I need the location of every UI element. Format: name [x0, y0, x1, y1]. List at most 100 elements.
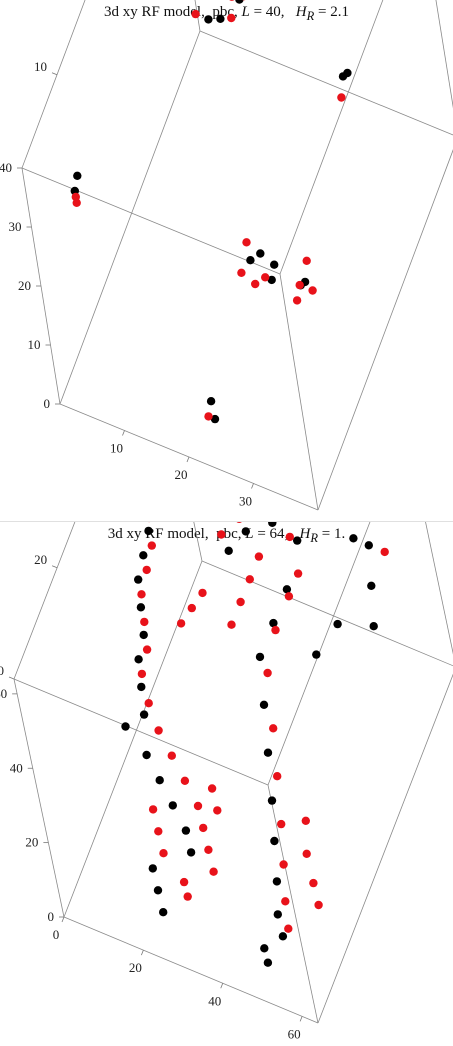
box-edge-9	[425, 522, 453, 655]
data-point-red	[229, 0, 235, 1]
z-tick-label: 60	[0, 686, 7, 701]
data-point-black	[270, 260, 279, 269]
data-point-red	[308, 286, 317, 295]
data-point-black	[260, 944, 269, 953]
data-point-red	[236, 597, 245, 607]
data-point-red	[207, 784, 217, 793]
x-tick-label: 10	[110, 441, 123, 456]
title-l-value: = 40,	[249, 4, 296, 20]
data-point-red	[263, 668, 272, 678]
title-h-sub: R	[310, 531, 319, 545]
data-point-red	[237, 268, 246, 277]
data-point-black	[134, 575, 143, 584]
data-point-red	[301, 816, 310, 825]
data-point-red	[179, 877, 189, 887]
data-point-red	[154, 827, 163, 836]
data-point-red	[242, 238, 251, 247]
data-point-black	[186, 848, 196, 857]
data-point-black	[256, 249, 265, 258]
data-point-red	[302, 256, 311, 265]
data-point-black	[293, 536, 302, 545]
data-point-red	[191, 9, 200, 19]
data-point-black	[136, 603, 146, 612]
data-point-black	[367, 581, 376, 590]
data-point-red	[142, 565, 151, 575]
box-edge-3	[317, 149, 453, 511]
title-h-value: = 2.1	[314, 4, 349, 20]
scatter3d-chart-2: 020406002040600204060	[0, 522, 453, 1041]
data-point-black	[369, 622, 378, 631]
data-point-red	[227, 13, 236, 23]
data-point-black	[155, 776, 164, 785]
data-point-black	[268, 522, 277, 527]
data-point-red	[380, 547, 389, 557]
box-edge-2	[13, 678, 65, 918]
plot-panel-1: 3d xy RF model, pbc, L = 40, HR = 2.1 10…	[0, 0, 453, 522]
data-point-black	[139, 630, 148, 640]
data-point-black	[312, 650, 321, 659]
data-point-black	[338, 72, 348, 81]
data-point-red	[176, 619, 186, 628]
z-tick-label: 30	[9, 219, 22, 234]
data-point-red	[137, 590, 146, 599]
data-point-red	[284, 592, 294, 601]
data-point-red	[144, 699, 153, 708]
data-point-black	[216, 14, 225, 23]
box-edge-9	[435, 0, 453, 109]
data-point-red	[204, 845, 213, 854]
data-point-red	[159, 849, 168, 858]
data-point-red	[142, 645, 152, 654]
data-point-red	[245, 575, 254, 584]
data-point-black	[235, 0, 244, 4]
data-point-red	[271, 625, 280, 635]
data-point-black	[139, 710, 149, 719]
data-point-black	[267, 275, 276, 285]
title-l-label: L	[245, 526, 254, 542]
data-point-black	[210, 414, 220, 424]
title-h-label: H	[295, 4, 307, 20]
data-point-black	[270, 836, 279, 846]
data-point-black	[73, 171, 82, 180]
title-h-value: = 1.	[318, 526, 346, 542]
z-tick-label: 40	[0, 160, 12, 175]
data-point-red	[140, 617, 149, 627]
data-point-red	[269, 724, 278, 733]
data-point-red	[284, 924, 293, 933]
z-tick-label: 20	[25, 835, 38, 850]
box-edge-6	[193, 522, 203, 562]
data-point-black	[278, 932, 288, 941]
data-point-red	[217, 530, 226, 539]
data-point-red	[302, 849, 311, 858]
y-tick-label: 0	[0, 663, 4, 678]
data-point-black	[121, 722, 130, 731]
data-point-red	[261, 273, 270, 282]
data-point-black	[349, 534, 358, 543]
box-edge-8	[13, 522, 76, 680]
data-point-red	[295, 280, 304, 290]
data-point-red	[193, 801, 203, 811]
data-point-black	[168, 801, 177, 810]
data-point-black	[269, 618, 278, 628]
x-tick-mark	[141, 949, 144, 956]
plot-panel-2: 3d xy RF model, pbc, L = 64, HR = 1. 0 20…	[0, 522, 453, 1046]
data-point-black	[282, 585, 292, 594]
data-point-red	[154, 726, 163, 735]
data-point-red	[293, 569, 303, 578]
data-point-red	[187, 603, 196, 613]
x-tick-label: 0	[53, 927, 60, 942]
box-edge-5	[201, 560, 453, 667]
scatter3d-chart-1: 10203010203040010203040	[0, 0, 453, 511]
x-tick-label: 20	[175, 467, 188, 482]
data-point-red	[285, 532, 294, 542]
data-point-red	[309, 878, 318, 888]
data-point-red	[251, 279, 260, 289]
x-tick-label: 20	[129, 960, 142, 975]
data-point-red	[147, 541, 156, 550]
data-point-black	[263, 958, 273, 967]
data-point-black	[333, 619, 342, 629]
data-point-red	[273, 772, 282, 781]
data-point-black	[263, 748, 273, 757]
data-point-red	[199, 823, 208, 833]
x-tick-label: 40	[208, 993, 221, 1008]
box-edge-4	[279, 273, 319, 511]
